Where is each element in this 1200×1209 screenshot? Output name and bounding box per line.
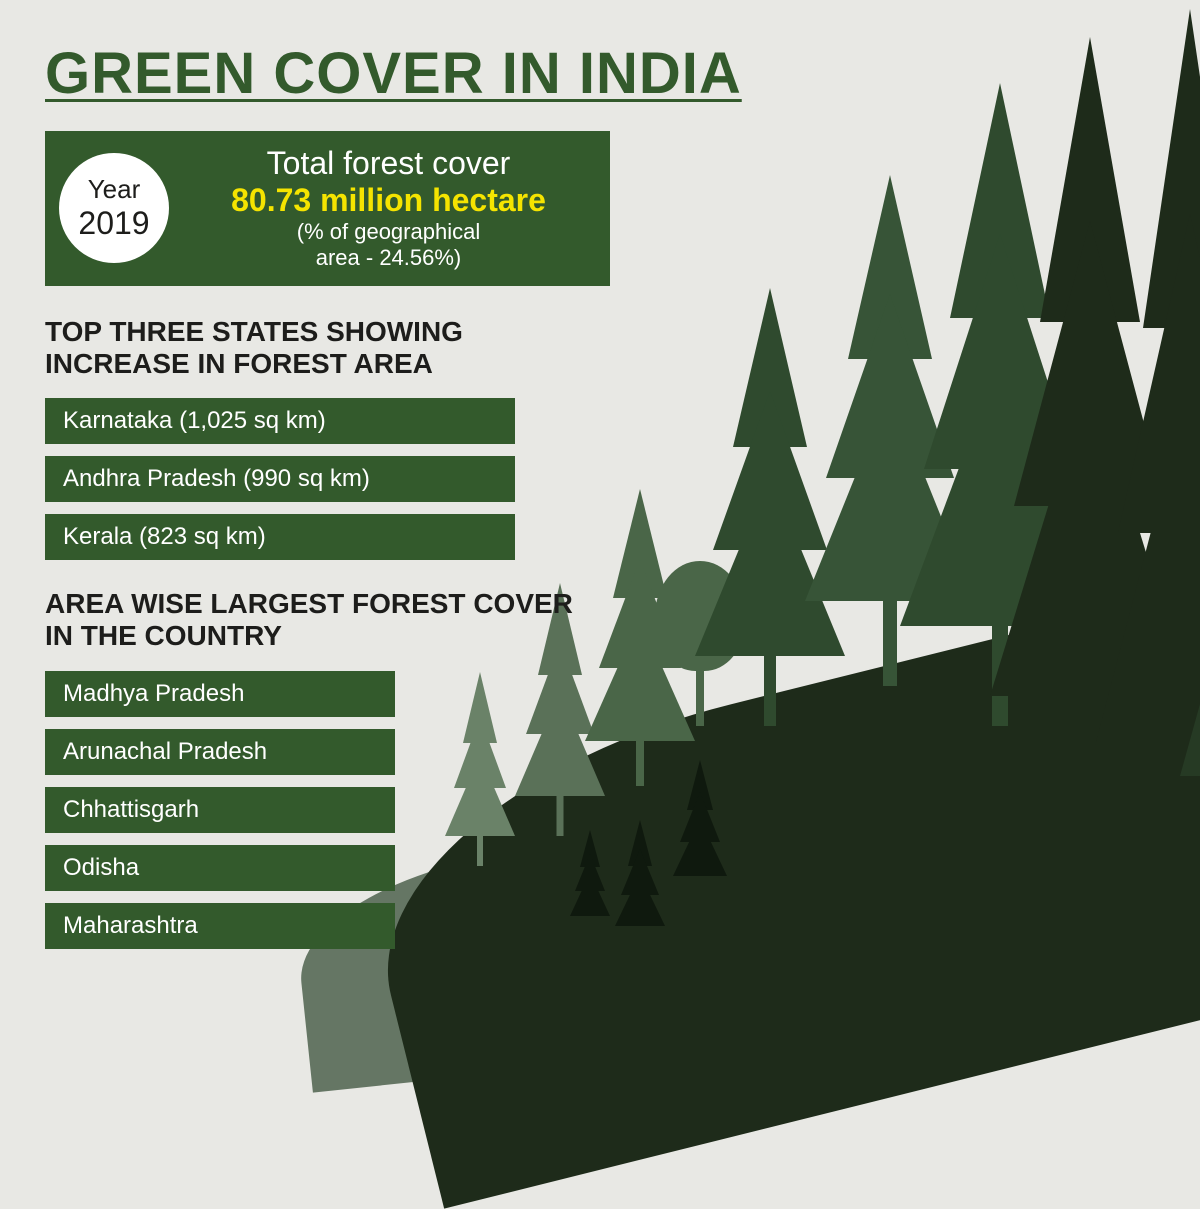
summary-line1: Total forest cover <box>187 145 590 182</box>
summary-line3a: (% of geographical <box>187 219 590 245</box>
list-item: Maharashtra <box>45 903 395 949</box>
year-value: 2019 <box>78 205 149 242</box>
list-item: Madhya Pradesh <box>45 671 395 717</box>
list-item: Kerala (823 sq km) <box>45 514 515 560</box>
year-label: Year <box>88 174 141 205</box>
section2-heading: AREA WISE LARGEST FOREST COVER IN THE CO… <box>45 588 585 652</box>
section1-heading: TOP THREE STATES SHOWING INCREASE IN FOR… <box>45 316 585 380</box>
summary-line2: 80.73 million hectare <box>187 182 590 219</box>
year-badge: Year 2019 <box>59 153 169 263</box>
list-item: Chhattisgarh <box>45 787 395 833</box>
list-item: Odisha <box>45 845 395 891</box>
list-item: Arunachal Pradesh <box>45 729 395 775</box>
summary-box: Year 2019 Total forest cover 80.73 milli… <box>45 131 610 286</box>
list-item: Andhra Pradesh (990 sq km) <box>45 456 515 502</box>
summary-text: Total forest cover 80.73 million hectare… <box>187 145 590 272</box>
summary-line3b: area - 24.56%) <box>187 245 590 271</box>
list-item: Karnataka (1,025 sq km) <box>45 398 515 444</box>
page-title: GREEN COVER IN INDIA <box>45 40 1200 107</box>
